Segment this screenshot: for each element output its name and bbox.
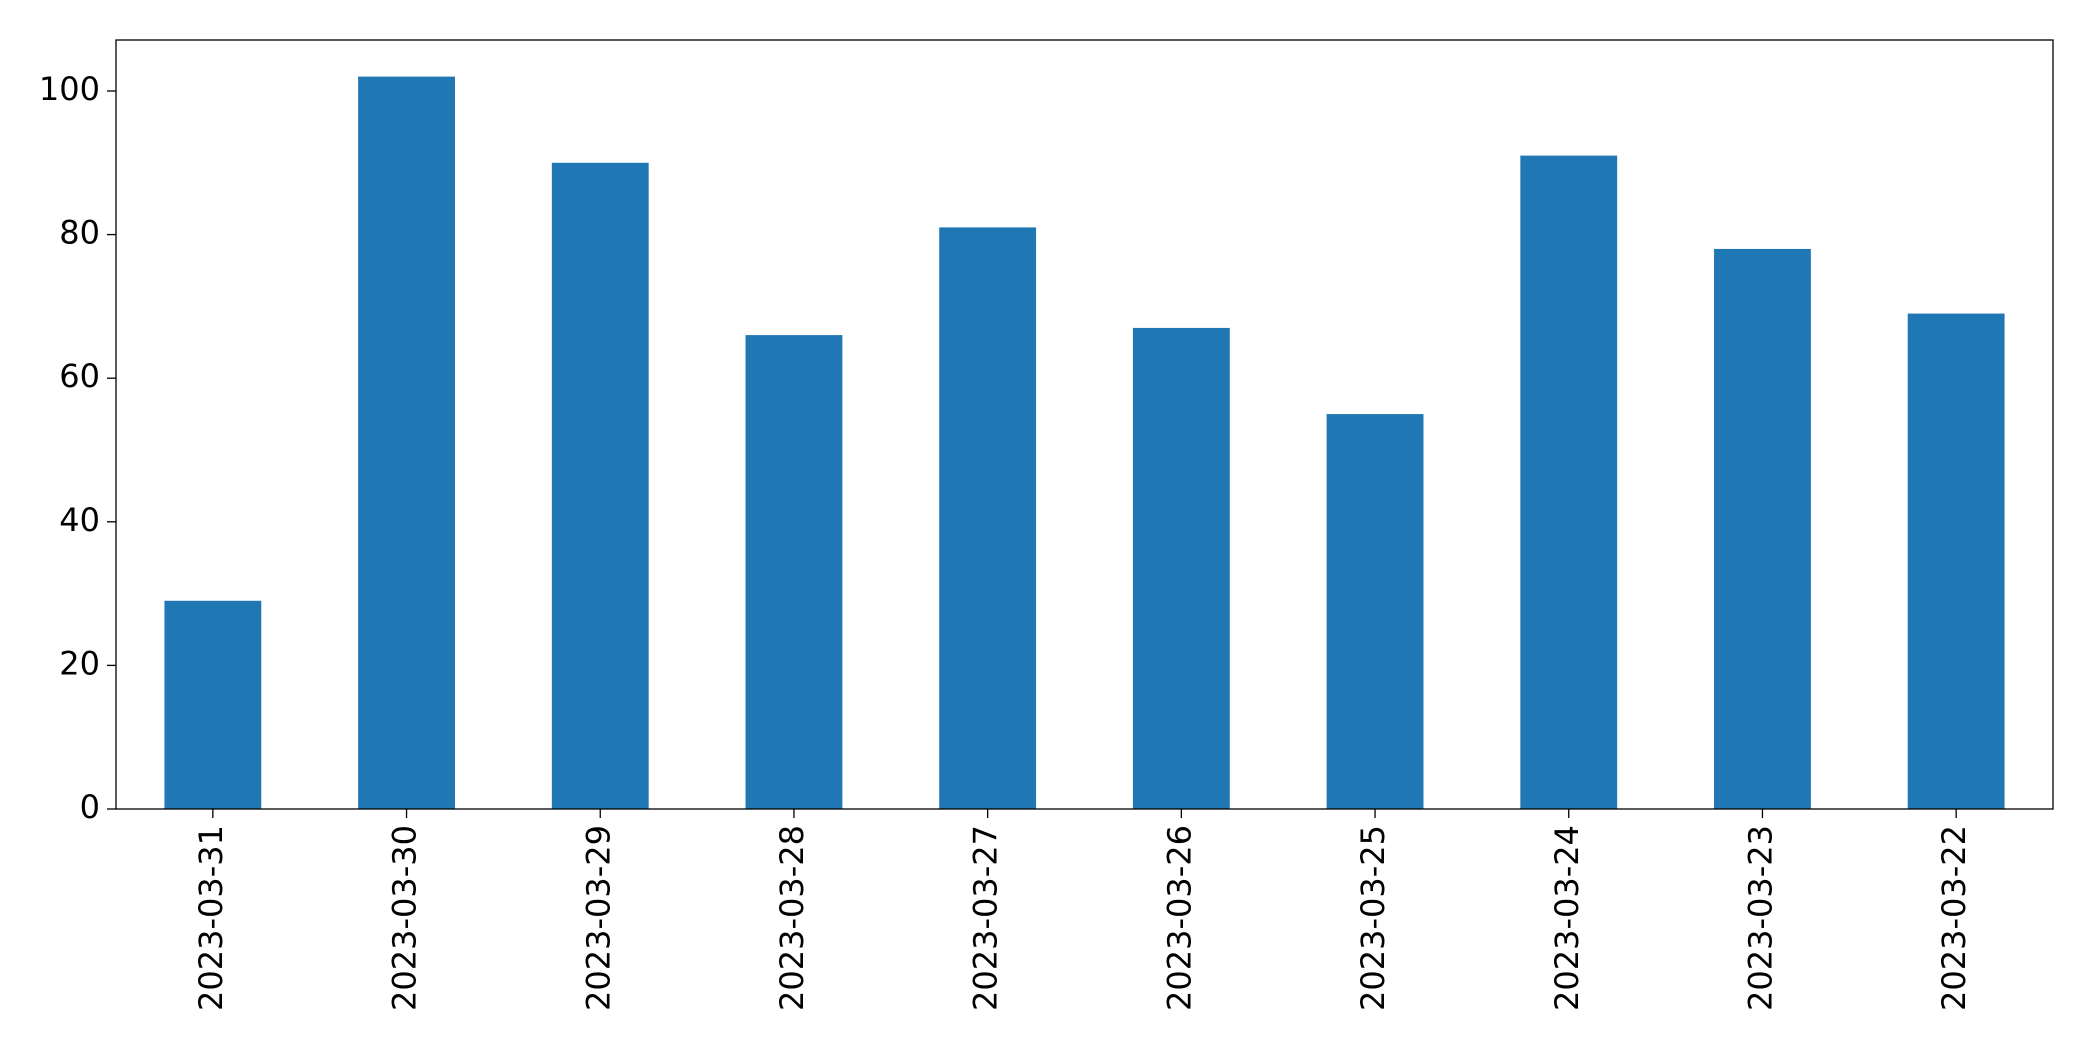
x-tick-label: 2023-03-27 bbox=[967, 825, 1005, 1011]
x-tick-label: 2023-03-26 bbox=[1160, 825, 1198, 1011]
bar bbox=[939, 227, 1037, 809]
x-tick-label: 2023-03-28 bbox=[773, 825, 811, 1011]
x-tick-label: 2023-03-22 bbox=[1935, 825, 1973, 1011]
x-tick-label: 2023-03-23 bbox=[1741, 825, 1779, 1011]
y-tick-label: 80 bbox=[59, 214, 100, 252]
bar bbox=[1907, 313, 2005, 809]
x-tick-label: 2023-03-29 bbox=[579, 825, 617, 1011]
x-tick-label: 2023-03-24 bbox=[1548, 825, 1586, 1011]
x-tick-label: 2023-03-25 bbox=[1354, 825, 1392, 1011]
bar bbox=[164, 600, 262, 809]
y-tick-label: 20 bbox=[59, 644, 100, 682]
y-tick-label: 0 bbox=[80, 788, 100, 826]
plot-frame bbox=[115, 39, 2054, 810]
bar bbox=[551, 162, 649, 810]
bar bbox=[745, 335, 843, 809]
x-tick-label: 2023-03-30 bbox=[386, 825, 424, 1011]
y-tick-label: 60 bbox=[59, 357, 100, 395]
bar bbox=[1714, 248, 1811, 810]
bar bbox=[358, 76, 455, 810]
y-tick-label: 40 bbox=[59, 501, 100, 539]
bar bbox=[1520, 155, 1618, 809]
y-tick-label: 100 bbox=[39, 70, 100, 108]
bar bbox=[1326, 414, 1424, 809]
bar bbox=[1132, 327, 1230, 809]
x-tick-label: 2023-03-31 bbox=[192, 825, 230, 1011]
